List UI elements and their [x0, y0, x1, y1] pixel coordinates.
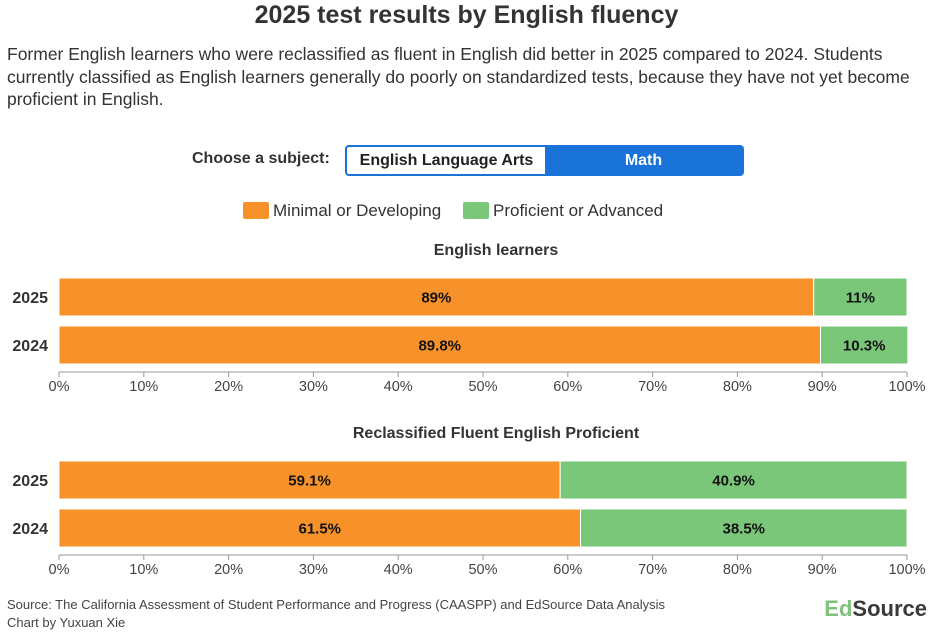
edsource-logo[interactable]: EdSource: [824, 596, 927, 622]
data-label-0-0-0: 89%: [421, 290, 451, 307]
subject-selector: Choose a subject: English Language Arts …: [0, 145, 933, 176]
x-tick-label-1-5: 50%: [468, 562, 497, 578]
category-label-0-0: 2025: [12, 290, 48, 307]
data-label-0-1-0: 89.8%: [418, 338, 461, 355]
bar-1-1-1: [580, 508, 908, 548]
category-label-1-1: 2024: [12, 521, 48, 538]
footer: Source: The California Assessment of Stu…: [7, 596, 665, 632]
x-tick-label-0-10: 100%: [888, 379, 925, 395]
x-tick-label-0-2: 20%: [214, 379, 243, 395]
data-label-1-1-1: 38.5%: [722, 521, 765, 538]
x-tick-label-1-1: 10%: [129, 562, 158, 578]
x-tick-label-1-2: 20%: [214, 562, 243, 578]
x-tick-label-0-6: 60%: [553, 379, 582, 395]
legend-item-minimal[interactable]: Minimal or Developing: [243, 200, 441, 222]
legend-item-proficient[interactable]: Proficient or Advanced: [463, 200, 663, 222]
x-tick-label-1-3: 30%: [299, 562, 328, 578]
bar-0-0-0: [58, 277, 815, 317]
subject-selector-label: Choose a subject:: [192, 150, 330, 167]
bar-1-1-0: [58, 508, 582, 548]
x-tick-label-0-1: 10%: [129, 379, 158, 395]
data-label-1-0-1: 40.9%: [712, 473, 755, 490]
data-label-0-1-1: 10.3%: [843, 338, 886, 355]
panel-title-1: Reclassified Fluent English Proficient: [353, 425, 640, 442]
legend-label-proficient: Proficient or Advanced: [493, 201, 664, 220]
x-tick-label-0-5: 50%: [468, 379, 497, 395]
data-label-0-0-1: 11%: [846, 290, 875, 307]
chart-subtitle: Former English learners who were reclass…: [7, 44, 910, 109]
legend-swatch-proficient: [463, 202, 489, 219]
bar-0-1-0: [58, 325, 822, 365]
chart-title: 2025 test results by English fluency: [254, 1, 679, 29]
panel-title-0: English learners: [434, 242, 559, 259]
x-tick-label-0-3: 30%: [299, 379, 328, 395]
legend-swatch-minimal: [243, 202, 269, 219]
data-label-1-1-0: 61.5%: [298, 521, 341, 538]
bar-0-1-1: [820, 325, 909, 365]
x-tick-label-1-8: 80%: [723, 562, 752, 578]
charts-svg: English learners 2025 89% 11% 2024 89.8% 10.3%…: [12, 242, 925, 578]
bar-1-0-0: [58, 460, 561, 500]
x-tick-label-1-6: 60%: [553, 562, 582, 578]
x-tick-label-1-10: 100%: [888, 562, 925, 578]
subject-option-math[interactable]: Math: [545, 145, 744, 176]
x-tick-label-0-4: 40%: [384, 379, 413, 395]
x-tick-label-1-7: 70%: [638, 562, 667, 578]
x-tick-label-1-4: 40%: [384, 562, 413, 578]
logo-part-ed: Ed: [824, 596, 853, 621]
data-label-1-0-0: 59.1%: [288, 473, 331, 490]
bar-1-0-1: [559, 460, 908, 500]
x-tick-label-0-8: 80%: [723, 379, 752, 395]
bar-0-0-1: [813, 277, 908, 317]
x-tick-label-1-0: 0%: [49, 562, 70, 578]
x-tick-label-1-9: 90%: [808, 562, 837, 578]
source-note: Source: The California Assessment of Stu…: [7, 597, 666, 612]
category-label-1-0: 2025: [12, 473, 48, 490]
legend-label-minimal: Minimal or Developing: [273, 201, 442, 220]
legend: Minimal or Developing Proficient or Adva…: [0, 200, 933, 222]
logo-part-source: Source: [852, 596, 927, 621]
category-label-0-1: 2024: [12, 338, 48, 355]
x-tick-label-0-7: 70%: [638, 379, 667, 395]
subject-option-ela[interactable]: English Language Arts: [345, 145, 548, 176]
chart-credit: Chart by Yuxuan Xie: [7, 615, 126, 630]
x-tick-label-0-9: 90%: [808, 379, 837, 395]
x-tick-label-0-0: 0%: [49, 379, 70, 395]
